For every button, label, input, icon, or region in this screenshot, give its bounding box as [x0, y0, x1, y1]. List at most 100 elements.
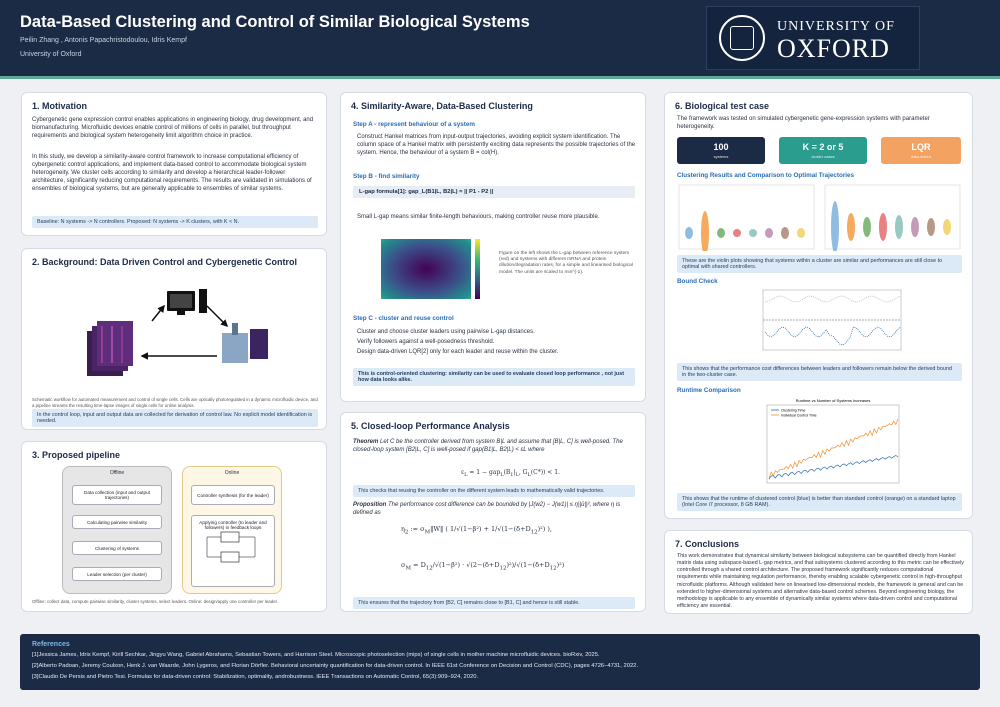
motivation-p1: Cybergenetic gene expression control ena… — [32, 117, 314, 140]
section-test-case: 6. Biological test case The framework wa… — [664, 92, 973, 519]
violin-plots — [678, 184, 961, 251]
violin-mark — [701, 211, 709, 251]
affiliation: University of Oxford — [20, 51, 82, 58]
runtime-chart: Runtime vs Number of Systems Increases C… — [766, 398, 900, 484]
clustering-note: This is control-oriented clustering: sim… — [353, 368, 635, 386]
violin-mark — [685, 227, 693, 239]
violin-mark — [911, 217, 919, 237]
step-a-heading: Step A - represent behaviour of a system — [353, 121, 476, 128]
section-title: 1. Motivation — [32, 101, 88, 111]
crest-icon — [719, 15, 765, 61]
step-b-heading: Step B - find similarity — [353, 173, 420, 180]
runtime-chart-title: Runtime vs Number of Systems Increases — [796, 398, 871, 403]
workflow-diagram — [87, 289, 268, 376]
header-rule — [0, 76, 1000, 79]
oxford-logo: UNIVERSITY OF OXFORD — [706, 6, 920, 70]
poster-header: Data-Based Clustering and Control of Sim… — [0, 0, 1000, 79]
step-c-text3: Design data-driven LQR[2] only for each … — [357, 349, 559, 355]
stat-value: K = 2 or 5 — [802, 142, 844, 152]
section-conclusions: 7. Conclusions This work demonstrates th… — [664, 530, 973, 614]
step-apply-controller: Applying controller (to leader and follo… — [191, 515, 275, 587]
authors: Peilin Zhang , Antonis Papachristodoulou… — [20, 37, 187, 44]
stat-value: LQR — [911, 142, 931, 152]
computer-icon — [167, 289, 207, 315]
violin-mark — [781, 227, 789, 239]
step-c-text1: Cluster and choose cluster leaders using… — [357, 329, 535, 335]
step-c-heading: Step C - cluster and reuse control — [353, 315, 454, 322]
violin-mark — [863, 217, 871, 237]
lgap-heatmap — [381, 239, 480, 299]
proposition-body: The performance cost difference can be b… — [353, 502, 621, 517]
section-title: 5. Closed-loop Performance Analysis — [351, 421, 510, 431]
lgap-formula: L-gap formula[1]: gap_L(B1|L, B2|L) = ||… — [353, 186, 635, 198]
runtime-note: This shows that the runtime of clustered… — [677, 493, 962, 511]
logo-line2: OXFORD — [777, 34, 890, 63]
stat-label: data-driven — [910, 154, 931, 159]
baseline-note: Baseline: N systems -> N controllers. Pr… — [32, 216, 318, 228]
violin-mark — [895, 215, 903, 239]
violin-mark — [717, 228, 725, 238]
stat-label: cluster cases — [811, 154, 835, 159]
references-footer: References [1]Jessica James, Idris Kempf… — [20, 634, 980, 690]
violin-mark — [765, 228, 773, 238]
section-title: 3. Proposed pipeline — [32, 450, 121, 460]
reference-2: [2]Alberto Padoan, Jeremy Coulson, Henk … — [32, 663, 639, 669]
sigma-equation: σM = D12/√(1−β²) · √(2−(δ+D12)²)/√(1−(δ+… — [401, 561, 565, 572]
step-c-text2: Verify followers against a well-posednes… — [357, 339, 495, 345]
violin-mark — [797, 228, 805, 238]
microscope-icon — [222, 323, 268, 363]
step-synthesis: Controller synthesis (for the leader) — [191, 485, 275, 505]
runtime-heading: Runtime Comparison — [677, 387, 741, 394]
theorem-note: This checks that reusing the controller … — [353, 485, 635, 497]
step-b-text: Small L-gap means similar finite-length … — [357, 214, 600, 220]
section-analysis: 5. Closed-loop Performance Analysis Theo… — [340, 412, 646, 612]
bound-note: This shows that the performance cost dif… — [677, 363, 962, 381]
reference-3: [3]Claudio De Persis and Pietro Tesi. Fo… — [32, 674, 479, 680]
violin-mark — [847, 213, 855, 241]
theorem-text: Theorem Let C be the controller derived … — [353, 438, 635, 454]
stat-value: 100 — [713, 142, 729, 152]
online-block: Online Controller synthesis (for the lea… — [182, 466, 282, 594]
step-similarity: Calculating pairwise similarity — [72, 515, 162, 529]
violin-mark — [879, 213, 887, 241]
section-background: 2. Background: Data Driven Control and C… — [21, 248, 327, 430]
section-pipeline: 3. Proposed pipeline Offline Data collec… — [21, 441, 327, 612]
theorem-label: Theorem — [353, 439, 379, 445]
motivation-p2: In this study, we develop a similarity-a… — [32, 154, 312, 193]
references-title: References — [32, 641, 70, 648]
section-title: 6. Biological test case — [675, 101, 770, 111]
violin-mark — [749, 229, 757, 237]
section-title: 7. Conclusions — [675, 539, 740, 549]
proposition-label: Proposition — [353, 502, 387, 508]
poster-title: Data-Based Clustering and Control of Sim… — [20, 13, 530, 31]
step-data-collection: Data collection (input and output trajec… — [72, 485, 162, 505]
offline-block: Offline Data collection (input and outpu… — [62, 466, 172, 594]
workflow-caption: Schematic workflow for automated measure… — [32, 397, 318, 408]
online-label: Online — [224, 470, 240, 476]
logo-line1: UNIVERSITY OF — [777, 19, 895, 34]
offline-label: Offline — [109, 470, 125, 476]
eta-equation: η2 := σM‖W‖ ( 1/√(1−β²) + 1/√(1−(δ+D12)²… — [401, 525, 552, 536]
violin-mark — [733, 229, 741, 237]
proposition-text: Proposition The performance cost differe… — [353, 501, 635, 517]
section-clustering: 4. Similarity-Aware, Data-Based Clusteri… — [340, 92, 646, 402]
test-case-intro: The framework was tested on simulated cy… — [677, 116, 930, 131]
cell-image-stack — [87, 321, 133, 376]
stat-label: systems — [713, 154, 729, 159]
step-clustering: Clustering of systems — [72, 541, 162, 555]
proposition-note: This ensures that the trajectory from [B… — [353, 597, 635, 609]
violin-mark — [943, 219, 951, 235]
section-title: 4. Similarity-Aware, Data-Based Clusteri… — [351, 101, 533, 111]
legend-individual: Individual Control Time — [781, 414, 817, 418]
control-loop-note: In the control loop, input and output da… — [32, 409, 318, 427]
bound-check-heading: Bound Check — [677, 278, 718, 285]
conclusions-text: This work demonstrates that dynamical si… — [677, 553, 964, 609]
stat-clusters: K = 2 or 5 cluster cases — [779, 137, 867, 164]
bound-check-plot — [762, 289, 902, 351]
epsilon-equation: εL = 1 − gapL(B1|L, GL(C*)) < 1. — [461, 469, 560, 479]
violin-mark — [927, 218, 935, 236]
step-a-text: Construct Hankel matrices from input-out… — [357, 134, 636, 157]
pipeline-note: Offline: collect data, compute pairwise … — [32, 599, 279, 604]
violin-mark — [831, 201, 839, 251]
theorem-body: Let C be the controller derived from sys… — [353, 439, 623, 454]
